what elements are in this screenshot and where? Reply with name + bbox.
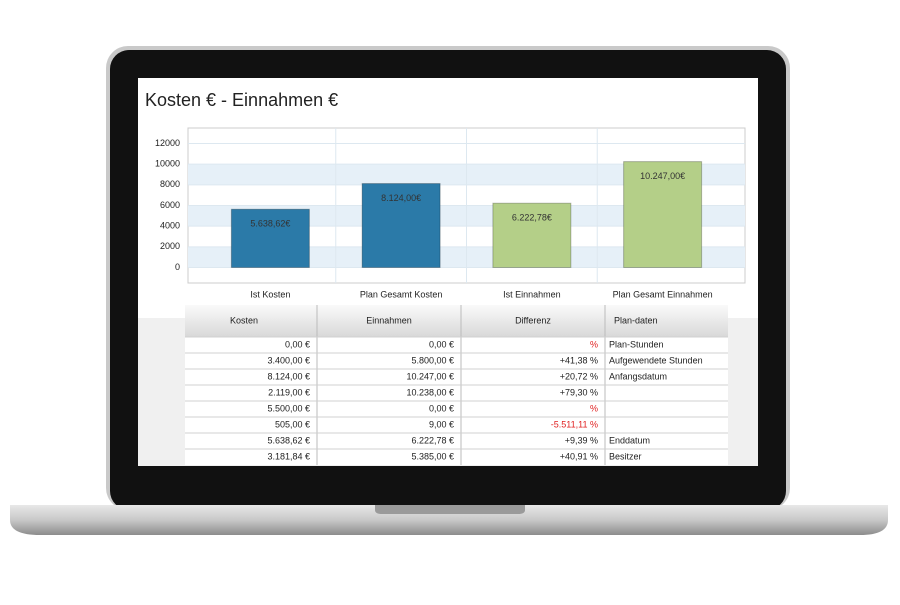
y-tick-label: 10000 <box>155 159 180 169</box>
column-header: Plan-daten <box>614 315 658 325</box>
table-cell: 5.638,62 € <box>267 435 310 445</box>
value-label: 5.638,62€ <box>250 219 290 229</box>
table-cell: 0,00 € <box>429 403 454 413</box>
table-cell: % <box>590 339 598 349</box>
chart-title: Kosten € - Einnahmen € <box>145 90 338 110</box>
table-cell: 8.124,00 € <box>267 371 310 381</box>
column-header: Kosten <box>230 315 258 325</box>
table-cell: 5.385,00 € <box>411 451 454 461</box>
table-cell: +20,72 % <box>560 371 598 381</box>
table-cell: 0,00 € <box>285 339 310 349</box>
x-tick-label: Plan Gesamt Kosten <box>360 289 443 299</box>
table-cell: 0,00 € <box>429 339 454 349</box>
table-cell: 3.400,00 € <box>267 355 310 365</box>
table-cell: +9,39 % <box>565 435 598 445</box>
bar <box>623 161 703 268</box>
column-header: Einnahmen <box>366 315 412 325</box>
table-cell: Anfangsdatum <box>609 371 667 381</box>
table-cell: 5.500,00 € <box>267 403 310 413</box>
table-cell: 3.181,84 € <box>267 451 310 461</box>
y-tick-label: 6000 <box>160 200 180 210</box>
table-cell: Plan-Stunden <box>609 339 664 349</box>
table-cell: Aufgewendete Stunden <box>609 355 703 365</box>
table-cell: 2.119,00 € <box>268 387 310 397</box>
table-cell: 10.238,00 € <box>406 387 454 397</box>
y-tick-label: 0 <box>175 262 180 272</box>
table-cell: Besitzer <box>609 451 642 461</box>
x-tick-label: Plan Gesamt Einnahmen <box>613 289 713 299</box>
table-cell: 10.247,00 € <box>406 371 454 381</box>
table-cell: 9,00 € <box>429 419 454 429</box>
notch <box>375 505 525 514</box>
value-label: 10.247,00€ <box>640 171 685 181</box>
table-cell: +40,91 % <box>560 451 598 461</box>
column-header: Differenz <box>515 315 551 325</box>
table-cell: +41,38 % <box>560 355 598 365</box>
table-cell: 6.222,78 € <box>411 435 454 445</box>
bar <box>230 208 310 268</box>
table-cell: -5.511,11 % <box>551 419 598 429</box>
table-cell: 5.800,00 € <box>411 355 454 365</box>
laptop-base <box>10 505 888 535</box>
value-label: 6.222,78€ <box>512 213 552 223</box>
y-tick-label: 8000 <box>160 179 180 189</box>
value-label: 8.124,00€ <box>381 193 421 203</box>
x-tick-label: Ist Kosten <box>250 289 290 299</box>
x-tick-label: Ist Einnahmen <box>503 289 561 299</box>
table-cell: +79,30 % <box>560 387 598 397</box>
y-tick-label: 2000 <box>160 241 180 251</box>
table-cell: % <box>590 403 598 413</box>
bar <box>361 183 441 268</box>
y-tick-label: 12000 <box>155 138 180 148</box>
table-header <box>185 305 728 337</box>
bar <box>492 202 572 268</box>
table-cell: Enddatum <box>609 435 650 445</box>
y-tick-label: 4000 <box>160 221 180 231</box>
table-cell: 505,00 € <box>275 419 310 429</box>
